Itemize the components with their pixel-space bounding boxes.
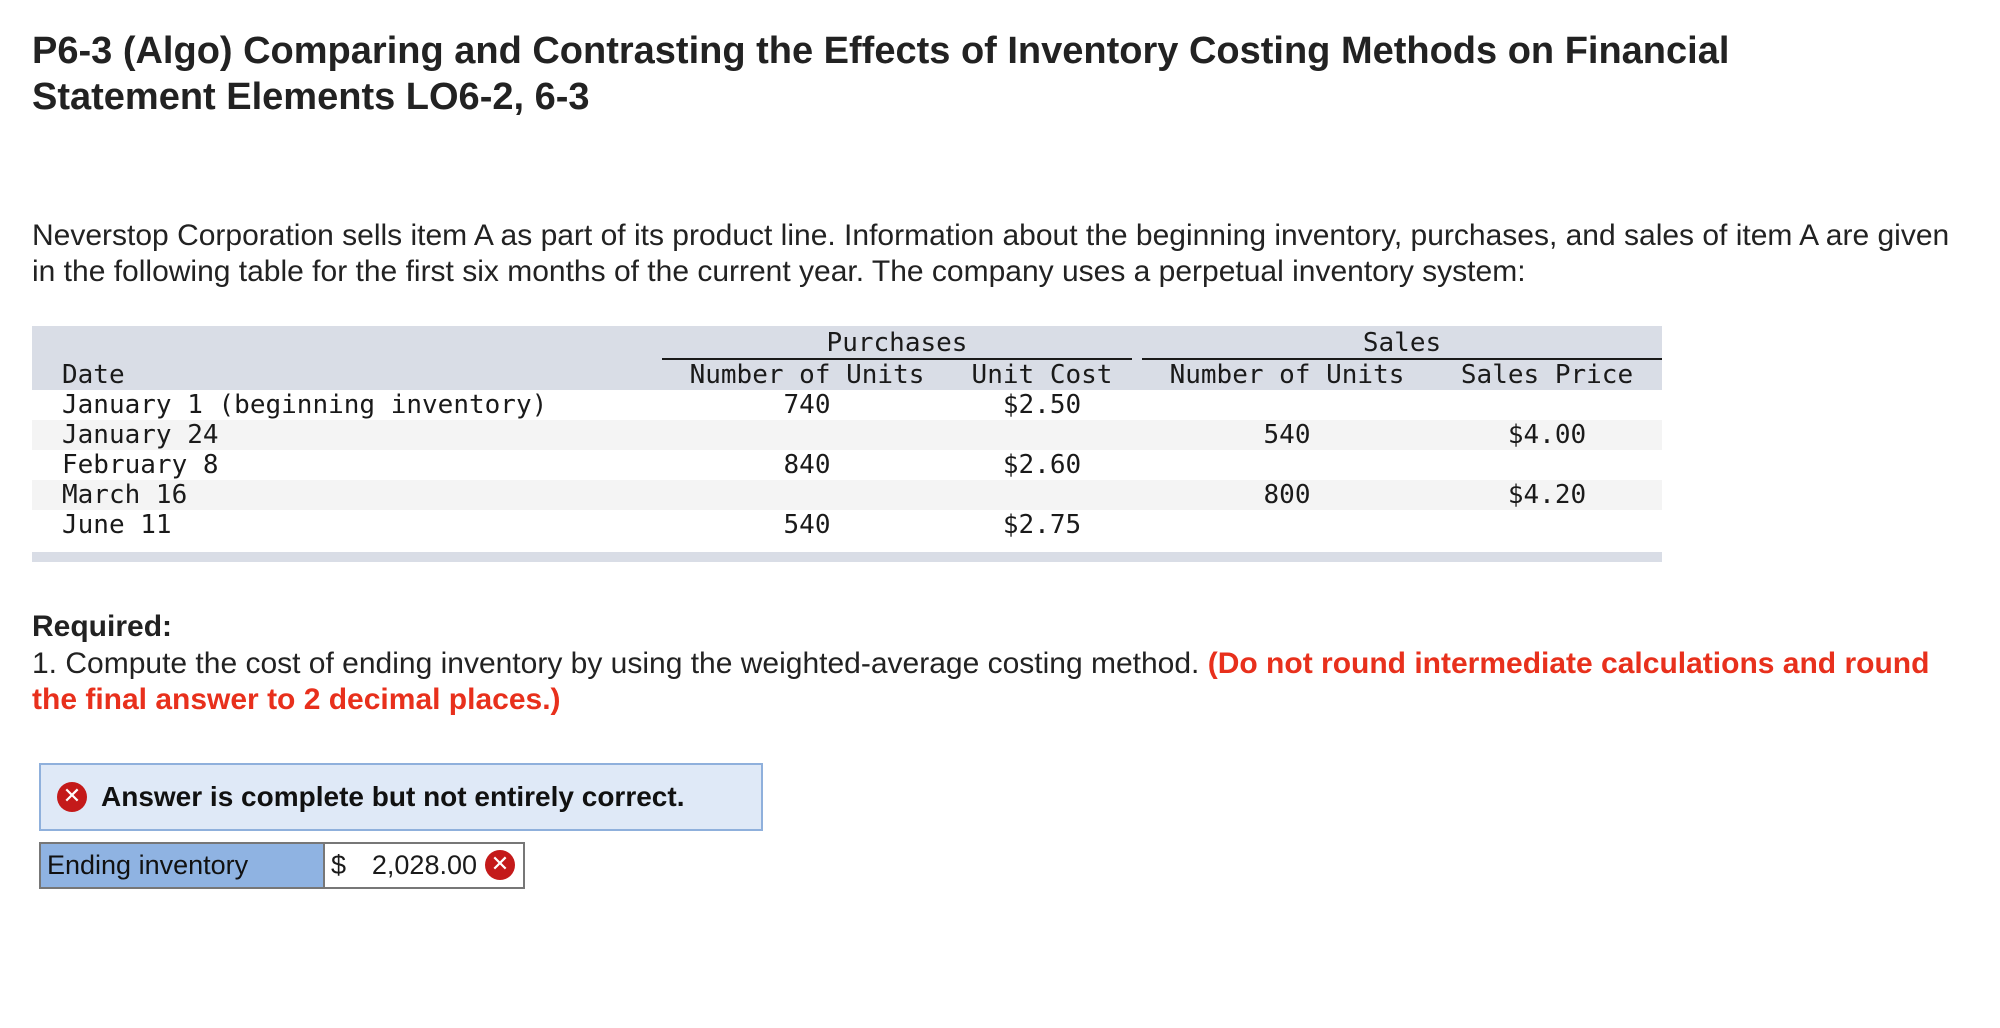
table-row-unit-cost: $2.75 [1002, 510, 1082, 540]
problem-intro: Neverstop Corporation sells item A as pa… [32, 219, 1950, 288]
answer-status-banner: ✕ Answer is complete but not entirely co… [39, 763, 763, 831]
answer-status-message: Answer is complete but not entirely corr… [101, 781, 685, 812]
x-circle-icon: ✕ [485, 850, 515, 880]
ending-inventory-label: Ending inventory [41, 844, 325, 887]
purchases-group-rule [662, 358, 1132, 360]
sales-group-header: Sales [1362, 328, 1442, 358]
table-row-unit-cost: $2.60 [1002, 450, 1082, 480]
inventory-table: Purchases Sales Date Number of Units Uni… [32, 326, 1662, 562]
table-row-stripe [32, 480, 1662, 510]
table-row-date: January 24 [62, 420, 219, 450]
table-row-sales-units: 540 [1263, 420, 1311, 450]
table-row-unit-cost: $2.50 [1002, 390, 1082, 420]
ending-inventory-value: 2,028.00 [371, 850, 477, 880]
table-row-stripe [32, 420, 1662, 450]
sales-group-rule [1142, 358, 1662, 360]
rounding-note: (Do not round intermediate calculations … [32, 647, 1930, 716]
problem-title: P6-3 (Algo) Comparing and Contrasting th… [32, 30, 1730, 118]
column-header-purchase-units: Number of Units [689, 360, 925, 390]
column-header-sales-units: Number of Units [1169, 360, 1405, 390]
table-row-date: February 8 [62, 450, 219, 480]
purchases-group-header: Purchases [826, 328, 968, 358]
table-row-purchase-units: 540 [783, 510, 831, 540]
currency-symbol: $ [331, 850, 347, 880]
table-row-date: March 16 [62, 480, 188, 510]
required-heading: Required: [32, 610, 173, 643]
question-text: 1. Compute the cost of ending inventory … [32, 647, 1200, 680]
table-row-sales-price: $4.00 [1507, 420, 1587, 450]
table-row-purchase-units: 840 [783, 450, 831, 480]
table-bottom-bar [32, 552, 1662, 562]
column-header-date: Date [62, 360, 125, 390]
table-row-sales-price: $4.20 [1507, 480, 1587, 510]
table-row-purchase-units: 740 [783, 390, 831, 420]
ending-inventory-field[interactable]: $ 2,028.00 ✕ [327, 844, 523, 887]
required-question: 1. Compute the cost of ending inventory … [32, 646, 1972, 718]
table-row-date: June 11 [62, 510, 172, 540]
column-header-unit-cost: Unit Cost [971, 360, 1113, 390]
answer-row: Ending inventory $ 2,028.00 ✕ [39, 842, 525, 889]
table-row-sales-units: 800 [1263, 480, 1311, 510]
x-circle-icon: ✕ [57, 782, 87, 812]
column-header-sales-price: Sales Price [1460, 360, 1634, 390]
table-row-date: January 1 (beginning inventory) [62, 390, 548, 420]
